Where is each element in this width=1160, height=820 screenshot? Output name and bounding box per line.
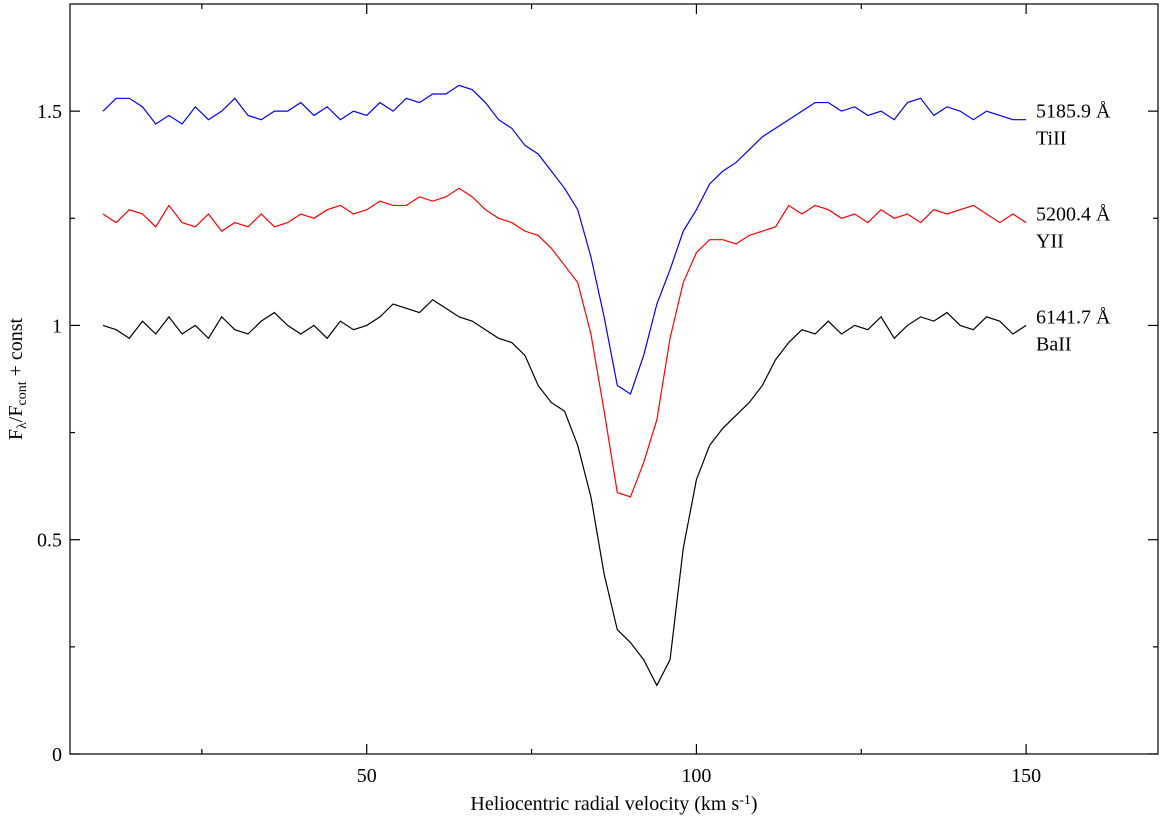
y-tick-label: 1.5 [37, 101, 62, 123]
spectrum-line [102, 84, 1027, 395]
x-axis-label: Heliocentric radial velocity (km s-1) [470, 793, 757, 815]
y-axis-label-part: λ [15, 422, 30, 429]
x-axis-label-part: Heliocentric radial velocity (km s [470, 793, 739, 815]
x-tick-label: 50 [357, 765, 377, 787]
spectrum-line [102, 187, 1027, 498]
x-tick-label: 150 [1011, 765, 1041, 787]
y-axis-label: Fλ/Fcont + const [5, 317, 30, 440]
line-ion-label: YII [1036, 231, 1064, 253]
x-axis-label-part: -1 [739, 793, 751, 808]
x-tick-label: 100 [681, 765, 711, 787]
y-tick-label: 0 [52, 744, 62, 766]
line-wavelength-label: 5200.4 Å [1036, 204, 1111, 226]
spectrum-line [102, 298, 1027, 687]
y-axis-label-part: + const [5, 317, 27, 381]
y-tick-label: 1 [52, 315, 62, 337]
y-tick-label: 0.5 [37, 530, 62, 552]
line-ion-label: TiII [1036, 128, 1066, 150]
plot-frame [69, 3, 1159, 755]
y-axis-label-part: cont [15, 381, 30, 405]
line-wavelength-label: 6141.7 Å [1036, 306, 1111, 328]
y-axis-label-part: /F [5, 406, 27, 423]
line-wavelength-label: 5185.9 Å [1036, 101, 1111, 123]
line-ion-label: BaII [1036, 333, 1072, 355]
y-axis-label-part: F [5, 429, 27, 440]
x-axis-label-part: ) [751, 793, 758, 815]
